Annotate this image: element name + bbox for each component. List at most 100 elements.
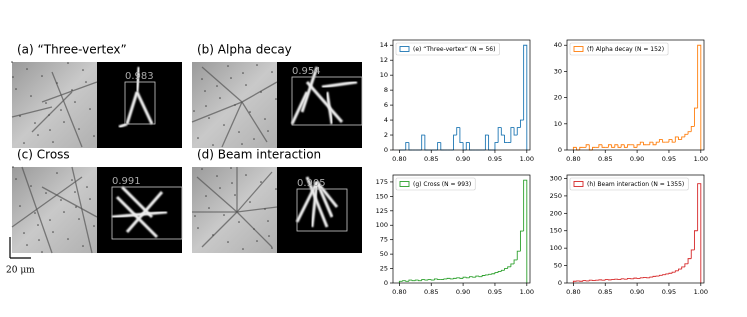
x-tick-label: 0.95 bbox=[662, 288, 676, 296]
histogram-bin bbox=[424, 279, 429, 281]
speck bbox=[193, 110, 195, 112]
legend: (g) Cross (N = 993) bbox=[395, 177, 476, 191]
speck bbox=[11, 61, 13, 63]
x-tick-label: 0.80 bbox=[392, 288, 406, 296]
histogram-bin bbox=[652, 275, 657, 278]
speck bbox=[78, 128, 80, 130]
speck bbox=[23, 142, 25, 144]
track bbox=[201, 66, 243, 103]
histogram-bin bbox=[443, 278, 448, 280]
speck bbox=[260, 91, 262, 93]
histogram-bin bbox=[453, 277, 457, 279]
histogram-bin bbox=[507, 266, 511, 269]
speck bbox=[52, 141, 54, 143]
speck bbox=[82, 245, 84, 247]
histogram-bin bbox=[658, 274, 663, 277]
histogram-bin bbox=[497, 270, 502, 273]
histogram-bin bbox=[405, 280, 409, 282]
speck bbox=[49, 129, 51, 131]
speck bbox=[89, 198, 91, 200]
histogram-bin bbox=[671, 271, 676, 274]
track-highlight bbox=[310, 181, 319, 228]
histogram-bin bbox=[620, 144, 625, 148]
speck bbox=[78, 218, 80, 220]
y-tick-label: 6 bbox=[384, 101, 388, 109]
legend-swatch bbox=[399, 181, 410, 187]
panel-label: (b) Alpha decay bbox=[197, 43, 292, 57]
legend-box bbox=[395, 177, 476, 191]
histogram-bin bbox=[418, 280, 422, 282]
histogram-bin bbox=[424, 135, 429, 151]
histogram-bin bbox=[643, 142, 647, 146]
speck bbox=[38, 239, 40, 241]
track-highlight bbox=[115, 195, 159, 239]
speck bbox=[245, 84, 247, 86]
histogram-bin bbox=[488, 135, 492, 151]
histogram-bin bbox=[500, 269, 505, 272]
legend-swatch bbox=[573, 181, 584, 187]
histogram-bin bbox=[491, 273, 495, 275]
score: 0.905 bbox=[297, 178, 326, 189]
speck bbox=[26, 244, 28, 246]
track-highlight bbox=[305, 176, 329, 228]
histogram-bin bbox=[456, 277, 460, 279]
speck bbox=[212, 234, 214, 236]
speck bbox=[67, 62, 69, 64]
track-highlight bbox=[135, 91, 154, 125]
speck bbox=[216, 85, 218, 87]
y-tick-label: 0 bbox=[558, 279, 562, 287]
axes-frame bbox=[566, 39, 705, 151]
speck bbox=[63, 121, 65, 123]
histogram-bin bbox=[668, 272, 673, 274]
speck bbox=[75, 206, 77, 208]
histogram-bin bbox=[607, 144, 612, 148]
histogram-bin bbox=[516, 250, 521, 260]
histogram-bin bbox=[668, 139, 673, 143]
speck bbox=[86, 186, 88, 188]
histogram-bin bbox=[523, 179, 528, 283]
speck bbox=[93, 225, 95, 227]
speck bbox=[194, 215, 196, 217]
histogram-bin bbox=[636, 144, 641, 148]
speck bbox=[41, 75, 43, 77]
histogram-bin bbox=[572, 146, 577, 150]
histogram-bin bbox=[588, 279, 593, 281]
histogram-bin bbox=[504, 268, 508, 271]
speck bbox=[49, 219, 51, 221]
y-tick-label: 8 bbox=[384, 86, 388, 94]
histogram-bin bbox=[516, 127, 521, 136]
histogram-bin bbox=[405, 142, 409, 150]
histogram-bin bbox=[437, 278, 441, 280]
speck bbox=[219, 187, 221, 189]
histogram-bin bbox=[472, 276, 476, 278]
y-tick-label: 25 bbox=[380, 265, 388, 273]
speck bbox=[242, 72, 244, 74]
speck bbox=[253, 138, 255, 140]
histogram-bin bbox=[684, 133, 689, 137]
speck bbox=[56, 172, 58, 174]
speck bbox=[45, 102, 47, 104]
histogram-bin bbox=[674, 270, 679, 273]
histogram-bin bbox=[601, 144, 606, 148]
y-tick-label: 0 bbox=[558, 146, 562, 154]
speck bbox=[256, 64, 258, 66]
track-highlight bbox=[300, 66, 319, 113]
histogram-bin bbox=[627, 144, 631, 148]
x-tick-label: 0.95 bbox=[488, 155, 502, 163]
speck bbox=[201, 168, 203, 170]
detection-box bbox=[111, 186, 183, 240]
speck bbox=[67, 238, 69, 240]
speck bbox=[37, 134, 39, 136]
speck bbox=[230, 167, 232, 169]
speck bbox=[201, 78, 203, 80]
speck bbox=[204, 90, 206, 92]
track bbox=[41, 186, 98, 218]
detection-box bbox=[296, 188, 348, 232]
speck bbox=[15, 88, 17, 90]
axes-frame bbox=[392, 174, 531, 284]
speck bbox=[45, 192, 47, 194]
speck bbox=[197, 227, 199, 229]
track bbox=[201, 211, 238, 248]
y-tick-label: 2 bbox=[384, 131, 388, 139]
